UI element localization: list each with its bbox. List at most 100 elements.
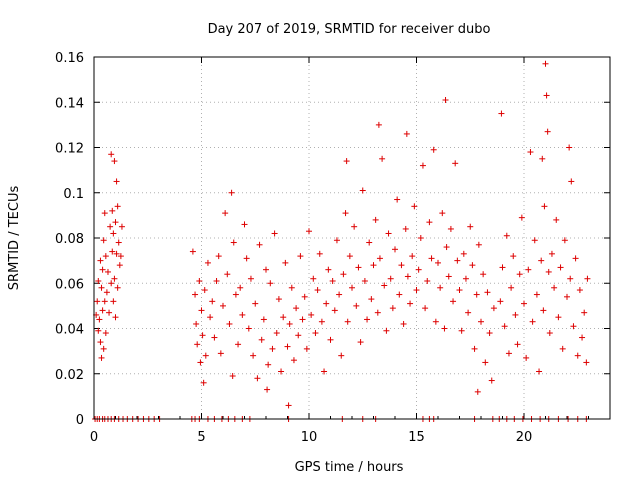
- data-point: [95, 277, 102, 284]
- data-point: [230, 239, 237, 246]
- data-point: [325, 266, 332, 273]
- data-point: [250, 352, 257, 359]
- data-point: [252, 300, 259, 307]
- data-point: [555, 314, 562, 321]
- data-point: [239, 311, 246, 318]
- data-point: [400, 320, 407, 327]
- data-point: [411, 203, 418, 210]
- data-point: [370, 262, 377, 269]
- data-point: [478, 318, 484, 325]
- data-point: [536, 368, 543, 375]
- data-point: [486, 330, 493, 337]
- data-point: [273, 330, 280, 337]
- data-point: [394, 196, 401, 203]
- data-point: [467, 223, 474, 230]
- data-point: [222, 210, 229, 217]
- data-point: [117, 253, 124, 260]
- data-point: [551, 284, 558, 291]
- data-point: [581, 309, 588, 316]
- data-point: [510, 253, 517, 260]
- data-point: [396, 291, 403, 298]
- data-point: [484, 289, 491, 296]
- data-point: [488, 377, 495, 384]
- data-point: [110, 298, 117, 305]
- data-point: [110, 230, 117, 237]
- data-point: [357, 339, 364, 346]
- plot-frame: [93, 56, 611, 420]
- data-point: [224, 271, 231, 278]
- data-point: [527, 149, 534, 156]
- data-point: [97, 257, 104, 264]
- data-point: [518, 214, 525, 221]
- data-point: [514, 341, 521, 348]
- data-point: [548, 250, 555, 257]
- data-point: [559, 345, 566, 352]
- data-point: [435, 259, 441, 266]
- data-point: [579, 334, 586, 341]
- x-tick-label: 20: [516, 430, 533, 445]
- data-point: [263, 266, 269, 273]
- data-point: [199, 332, 206, 339]
- data-point: [192, 291, 199, 298]
- data-point: [361, 277, 368, 284]
- data-point: [541, 203, 548, 210]
- data-point: [336, 291, 343, 298]
- y-tick-label: 0.16: [55, 51, 84, 66]
- data-point: [220, 302, 226, 309]
- data-point: [508, 284, 515, 291]
- data-point: [497, 298, 504, 305]
- data-point: [290, 357, 297, 364]
- data-point: [114, 203, 121, 210]
- grid: [94, 57, 610, 419]
- x-tick-label: 15: [408, 430, 425, 445]
- data-point: [258, 336, 265, 343]
- data-point: [106, 309, 113, 316]
- data-point: [338, 352, 345, 359]
- data-point: [103, 289, 110, 296]
- data-point: [392, 246, 398, 253]
- data-point: [539, 155, 546, 162]
- x-tick-label: 10: [301, 430, 318, 445]
- data-point: [316, 250, 323, 257]
- data-point: [450, 298, 457, 305]
- x-tick-label: 5: [197, 430, 205, 445]
- data-point: [288, 284, 295, 291]
- data-point: [576, 287, 583, 294]
- data-point: [282, 259, 289, 266]
- data-point: [99, 307, 106, 314]
- data-point: [204, 259, 211, 266]
- y-tick-label: 0.04: [55, 323, 84, 338]
- data-point: [349, 284, 355, 291]
- data-point: [521, 300, 527, 307]
- data-point: [111, 158, 118, 165]
- data-point: [265, 361, 272, 368]
- data-point: [215, 253, 222, 260]
- data-point: [413, 287, 420, 294]
- data-point: [321, 368, 328, 375]
- data-point: [99, 266, 106, 273]
- ticks: 0 0.02 0.04 0.06 0.08 0.1 0.12 0.14 0.16 0 5 10 15 20: [55, 51, 610, 445]
- data-point: [98, 354, 105, 361]
- data-point: [546, 330, 553, 337]
- data-point: [428, 255, 435, 262]
- data-point: [583, 359, 590, 366]
- data-point: [475, 241, 482, 248]
- data-point: [245, 325, 252, 332]
- data-point: [374, 309, 381, 316]
- data-point: [376, 255, 383, 262]
- data-point: [284, 343, 291, 350]
- data-point: [226, 320, 233, 327]
- data-point: [235, 341, 242, 348]
- data-point: [102, 330, 109, 337]
- data-point: [471, 345, 478, 352]
- data-point: [102, 253, 109, 260]
- data-point: [201, 287, 208, 294]
- data-point: [570, 323, 577, 330]
- data-point: [456, 287, 463, 294]
- data-point: [116, 262, 123, 269]
- data-point: [419, 162, 426, 169]
- data-point: [112, 314, 119, 321]
- data-point: [567, 275, 574, 282]
